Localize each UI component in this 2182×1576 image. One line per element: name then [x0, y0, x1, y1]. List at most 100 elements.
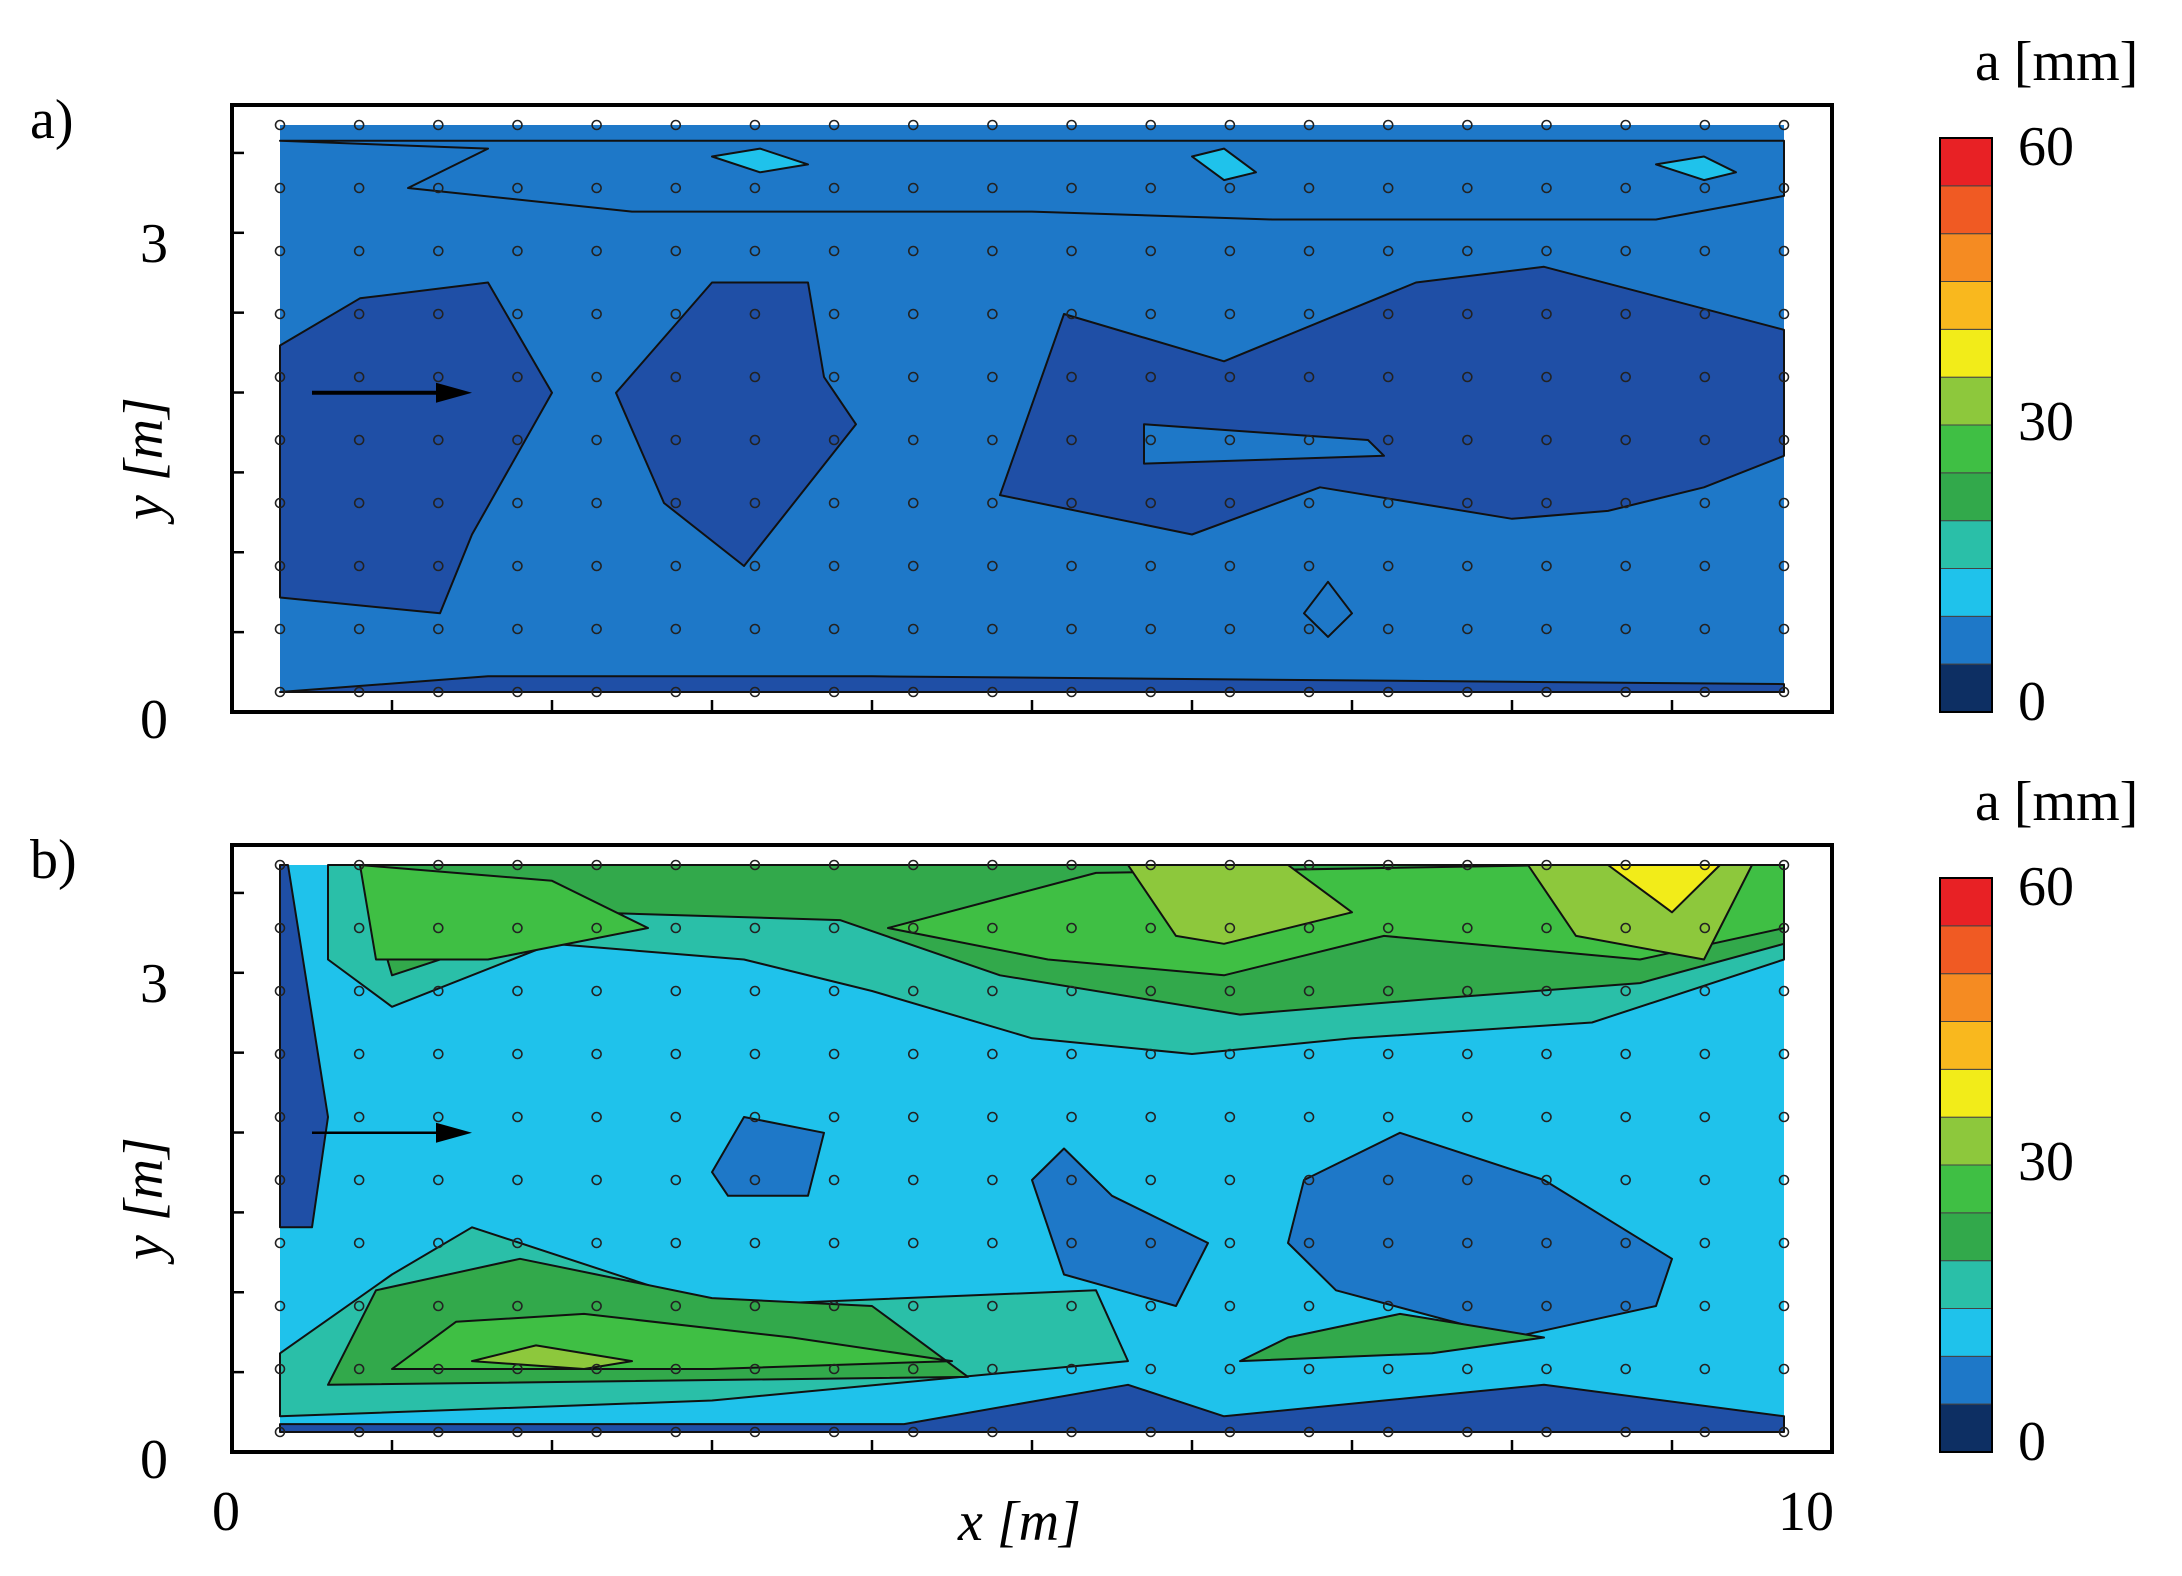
measurement-point — [512, 623, 523, 635]
measurement-point — [433, 1363, 444, 1375]
colorbar-swatch — [1939, 376, 1993, 426]
measurement-point — [907, 245, 919, 257]
measurement-point — [1303, 245, 1315, 257]
measurement-point — [907, 560, 919, 572]
measurement-point — [1224, 922, 1236, 934]
measurement-point — [591, 308, 602, 320]
measurement-point — [1382, 922, 1394, 934]
measurement-point — [512, 560, 523, 572]
measurement-point — [1224, 497, 1236, 509]
measurement-point — [1382, 119, 1394, 131]
measurement-point — [591, 245, 602, 257]
colorbar-title: a [mm] — [1975, 771, 2139, 833]
measurement-point — [1224, 1426, 1236, 1438]
measurement-point — [353, 119, 365, 131]
measurement-point — [274, 1237, 286, 1249]
measurement-point — [749, 1426, 761, 1438]
measurement-point — [1462, 1237, 1473, 1249]
measurement-point — [1303, 119, 1315, 131]
measurement-point — [907, 922, 919, 934]
measurement-point — [1145, 182, 1157, 194]
measurement-point — [512, 119, 523, 131]
measurement-point — [1066, 1363, 1077, 1375]
measurement-point — [987, 985, 998, 997]
measurement-point — [512, 1048, 523, 1060]
measurement-point — [1541, 623, 1552, 635]
measurement-point — [1066, 1048, 1077, 1060]
measurement-point — [1382, 1048, 1394, 1060]
measurement-point — [1303, 985, 1315, 997]
measurement-point — [433, 371, 444, 383]
measurement-point — [274, 560, 286, 572]
measurement-point — [907, 308, 919, 320]
measurement-point — [1541, 1048, 1552, 1060]
measurement-point — [1224, 623, 1236, 635]
measurement-point — [1778, 560, 1790, 572]
measurement-point — [1620, 434, 1631, 446]
measurement-point — [907, 686, 919, 698]
measurement-point — [353, 1237, 365, 1249]
measurement-point — [1620, 686, 1631, 698]
measurement-point — [1699, 1426, 1711, 1438]
contour-plot-a — [230, 103, 1993, 714]
measurement-point — [1699, 1237, 1711, 1249]
measurement-point — [353, 686, 365, 698]
measurement-point — [591, 623, 602, 635]
measurement-point — [591, 1048, 602, 1060]
measurement-point — [1778, 985, 1790, 997]
measurement-point — [1303, 497, 1315, 509]
measurement-point — [1066, 119, 1077, 131]
measurement-point — [1224, 859, 1236, 871]
measurement-point — [1382, 1174, 1394, 1186]
measurement-point — [670, 434, 682, 446]
measurement-point — [1462, 1048, 1473, 1060]
measurement-point — [907, 497, 919, 509]
measurement-point — [907, 1300, 919, 1312]
measurement-point — [670, 308, 682, 320]
measurement-point — [274, 1048, 286, 1060]
measurement-point — [274, 1426, 286, 1438]
measurement-point — [591, 859, 602, 871]
measurement-point — [1462, 859, 1473, 871]
measurement-point — [1699, 1111, 1711, 1123]
y-tick-0: 0 — [140, 1429, 168, 1491]
measurement-point — [1620, 371, 1631, 383]
measurement-point — [1699, 560, 1711, 572]
measurement-point — [274, 182, 286, 194]
measurement-point — [274, 1363, 286, 1375]
contour-band — [1239, 1312, 1545, 1363]
measurement-point — [1541, 985, 1552, 997]
measurement-point — [749, 686, 761, 698]
measurement-point — [1066, 1174, 1077, 1186]
measurement-point — [433, 182, 444, 194]
measurement-point — [1462, 985, 1473, 997]
measurement-point — [749, 497, 761, 509]
measurement-point — [749, 119, 761, 131]
measurement-point — [433, 497, 444, 509]
measurement-point — [353, 560, 365, 572]
measurement-point — [828, 434, 840, 446]
measurement-point — [433, 1048, 444, 1060]
measurement-point — [1778, 1300, 1790, 1312]
measurement-point — [987, 434, 998, 446]
measurement-point — [1541, 859, 1552, 871]
measurement-point — [353, 245, 365, 257]
measurement-point — [1066, 308, 1077, 320]
measurement-point — [1145, 1363, 1157, 1375]
measurement-point — [1462, 1174, 1473, 1186]
measurement-point — [353, 1426, 365, 1438]
measurement-point — [749, 434, 761, 446]
measurement-point — [828, 686, 840, 698]
measurement-point — [1382, 1300, 1394, 1312]
measurement-point — [749, 371, 761, 383]
measurement-point — [1699, 119, 1711, 131]
measurement-point — [670, 1300, 682, 1312]
colorbar-swatch — [1939, 328, 1993, 378]
measurement-point — [1541, 1111, 1552, 1123]
measurement-point — [591, 182, 602, 194]
measurement-point — [670, 182, 682, 194]
colorbar-swatch — [1939, 1403, 1993, 1453]
measurement-point — [749, 1237, 761, 1249]
colorbar-swatch — [1939, 1164, 1993, 1214]
measurement-point — [433, 686, 444, 698]
